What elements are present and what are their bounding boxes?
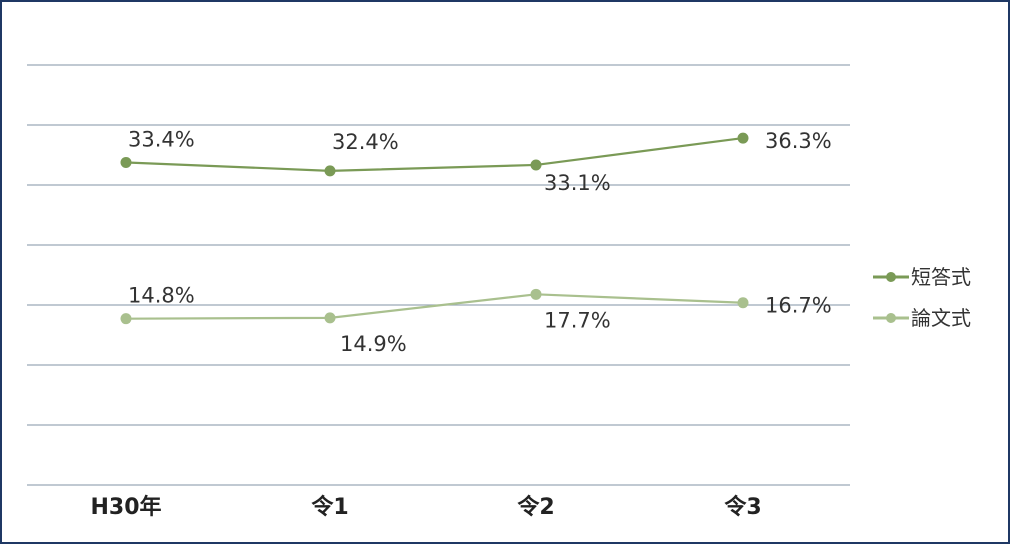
- series-layer: 33.4% 32.4% 33.1% 36.3% 14.8% 14.9% 17.7% 16.7%: [120, 127, 832, 356]
- data-point: [530, 159, 542, 171]
- x-tick-label: 令2: [517, 494, 554, 520]
- data-point: [120, 313, 132, 325]
- data-label: 36.3%: [765, 129, 832, 153]
- data-label: 14.9%: [340, 332, 407, 356]
- x-axis-ticks: H30年 令1 令2 令3: [90, 494, 761, 520]
- series-line: [125, 136, 744, 172]
- data-label: 17.7%: [544, 308, 611, 332]
- data-label: 16.7%: [765, 294, 832, 318]
- data-label: 33.4%: [128, 127, 195, 151]
- legend-item: 短答式: [873, 265, 971, 289]
- legend-item: 論文式: [873, 306, 971, 330]
- data-point: [737, 297, 749, 309]
- data-point: [324, 165, 336, 177]
- data-point: [324, 312, 336, 324]
- legend-label: 論文式: [911, 306, 971, 330]
- legend-swatch-marker: [886, 272, 896, 282]
- legend-swatch-marker: [886, 313, 896, 323]
- series-line: [125, 293, 744, 320]
- data-point: [530, 288, 542, 300]
- data-point: [120, 156, 132, 168]
- x-tick-label: H30年: [90, 494, 161, 520]
- data-point: [737, 132, 749, 144]
- x-tick-label: 令3: [724, 494, 761, 520]
- data-label: 32.4%: [332, 130, 399, 154]
- data-label: 14.8%: [128, 284, 195, 308]
- x-tick-label: 令1: [311, 494, 348, 520]
- gridlines: [27, 64, 850, 486]
- series-2: 14.8% 14.9% 17.7% 16.7%: [120, 284, 832, 356]
- legend-label: 短答式: [911, 265, 971, 289]
- data-label: 33.1%: [544, 171, 611, 195]
- series-1: 33.4% 32.4% 33.1% 36.3%: [120, 127, 832, 195]
